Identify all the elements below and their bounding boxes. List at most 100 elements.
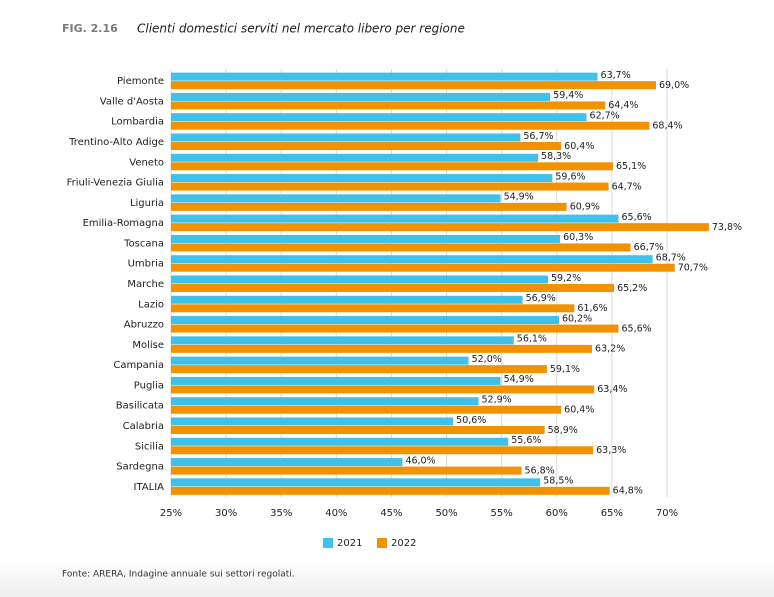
y-tick-label: Marche xyxy=(127,279,164,290)
y-tick-label: Abruzzo xyxy=(124,320,164,331)
value-label: 55,6% xyxy=(511,435,541,446)
source-note: Fonte: ARERA, Indagine annuale sui setto… xyxy=(62,570,295,580)
bar xyxy=(171,446,594,455)
value-label: 60,4% xyxy=(564,404,594,415)
bar xyxy=(171,437,509,446)
y-tick-label: Toscana xyxy=(123,238,164,249)
value-label: 63,2% xyxy=(595,344,625,355)
bar xyxy=(171,295,523,304)
y-tick-label: Veneto xyxy=(129,157,164,168)
value-label: 58,9% xyxy=(548,425,578,436)
bar xyxy=(171,417,454,426)
x-tick-label: 30% xyxy=(215,508,237,519)
bar xyxy=(171,194,501,203)
bar xyxy=(171,153,539,162)
bar xyxy=(171,275,548,284)
value-label: 60,3% xyxy=(563,232,593,243)
value-label: 59,4% xyxy=(553,90,583,101)
bar xyxy=(171,426,545,434)
value-label: 56,8% xyxy=(525,465,555,476)
value-label: 50,6% xyxy=(456,415,486,426)
bar xyxy=(171,133,521,142)
value-label: 58,3% xyxy=(541,151,571,162)
y-tick-label: Puglia xyxy=(134,380,164,391)
footer-band xyxy=(0,560,774,597)
value-label: 69,0% xyxy=(659,80,689,91)
value-label: 61,6% xyxy=(577,303,607,314)
value-label: 60,9% xyxy=(570,202,600,213)
bar xyxy=(171,336,514,345)
chart-title: Clienti domestici serviti nel mercato li… xyxy=(137,22,465,36)
value-label: 68,4% xyxy=(652,120,682,131)
x-tick-label: 50% xyxy=(435,508,457,519)
y-tick-label: Campania xyxy=(113,360,164,371)
value-label: 58,5% xyxy=(543,476,573,487)
x-tick-label: 35% xyxy=(270,508,292,519)
x-tick-label: 45% xyxy=(380,508,402,519)
value-label: 54,9% xyxy=(504,192,534,203)
bar xyxy=(171,385,595,394)
bar xyxy=(171,466,522,475)
bar xyxy=(171,458,403,467)
bar xyxy=(171,365,547,374)
legend-label: 2021 xyxy=(337,538,362,549)
y-tick-label: Trentino-Alto Adige xyxy=(68,137,164,148)
bar xyxy=(171,255,653,264)
y-tick-label: Molise xyxy=(132,340,164,351)
value-label: 62,7% xyxy=(590,110,620,121)
value-label: 60,4% xyxy=(564,141,594,152)
legend-swatch xyxy=(323,538,333,548)
x-tick-label: 25% xyxy=(160,508,182,519)
y-tick-label: Lombardia xyxy=(111,117,164,128)
bar xyxy=(171,101,606,110)
bar xyxy=(171,162,613,171)
bar xyxy=(171,478,541,487)
bar xyxy=(171,324,619,333)
bar xyxy=(171,263,675,272)
y-tick-label: Umbria xyxy=(128,259,164,270)
bar xyxy=(171,174,553,183)
y-tick-label: Piemonte xyxy=(117,76,164,87)
bar xyxy=(171,284,615,292)
bar xyxy=(171,223,709,232)
value-label: 56,9% xyxy=(526,293,556,304)
y-tick-label: Basilicata xyxy=(116,401,164,412)
bar xyxy=(171,316,559,325)
value-label: 46,0% xyxy=(405,455,435,466)
value-label: 59,6% xyxy=(555,171,585,182)
y-tick-label: Friuli-Venezia Giulia xyxy=(67,178,164,189)
bar xyxy=(171,243,631,252)
bar xyxy=(171,397,479,406)
bar xyxy=(171,81,656,90)
value-label: 60,2% xyxy=(562,313,592,324)
bar xyxy=(171,202,567,211)
bar xyxy=(171,113,587,122)
bar xyxy=(171,376,501,385)
bar xyxy=(171,142,562,150)
legend-label: 2022 xyxy=(391,538,416,549)
value-label: 64,8% xyxy=(613,486,643,497)
y-tick-label: Sardegna xyxy=(116,462,164,473)
value-label: 65,6% xyxy=(622,212,652,223)
legend-swatch xyxy=(377,538,387,548)
value-label: 65,2% xyxy=(617,283,647,294)
value-label: 68,7% xyxy=(656,252,686,263)
value-label: 52,0% xyxy=(472,354,502,365)
value-label: 59,1% xyxy=(550,364,580,375)
bar xyxy=(171,234,561,243)
bar xyxy=(171,344,593,353)
bar xyxy=(171,356,469,365)
bar xyxy=(171,304,575,313)
value-label: 65,6% xyxy=(622,323,652,334)
bar xyxy=(171,405,562,414)
value-label: 52,9% xyxy=(482,394,512,405)
value-label: 70,7% xyxy=(678,262,708,273)
value-label: 73,8% xyxy=(712,222,742,233)
bar xyxy=(171,486,610,495)
x-tick-label: 60% xyxy=(546,508,568,519)
x-tick-label: 70% xyxy=(656,508,678,519)
value-label: 63,3% xyxy=(596,445,626,456)
value-label: 56,7% xyxy=(523,131,553,142)
x-tick-label: 55% xyxy=(491,508,513,519)
